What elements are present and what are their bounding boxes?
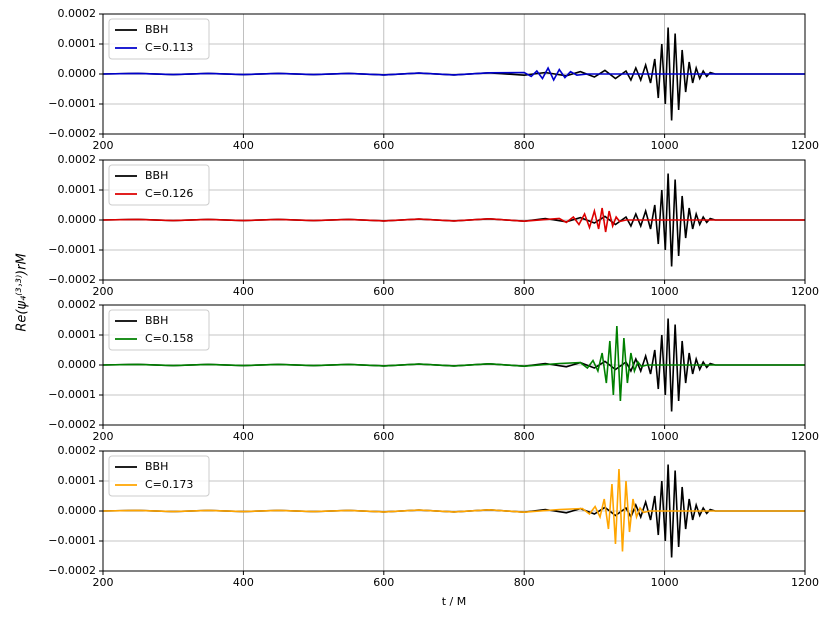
line (102, 66, 805, 82)
x-tick-label: 800 (514, 139, 535, 152)
x-tick-label: 800 (514, 576, 535, 589)
y-tick-label: −0.0002 (48, 127, 96, 140)
x-tick-label: 400 (233, 576, 254, 589)
line (102, 207, 805, 233)
y-tick-label: −0.0002 (48, 564, 96, 577)
y-tick-label: 0.0002 (58, 298, 97, 311)
y-tick-label: −0.0001 (48, 388, 96, 401)
x-tick-label: 1000 (651, 139, 679, 152)
y-tick-label: 0.0002 (58, 7, 97, 20)
legend-box (108, 164, 210, 206)
y-tick-label: 0.0000 (58, 67, 97, 80)
y-tick-label: 0.0001 (58, 37, 97, 50)
y-tick-label: 0.0000 (58, 358, 97, 371)
legend-label: BBH (145, 460, 168, 473)
y-tick-label: −0.0001 (48, 97, 96, 110)
x-tick-label: 400 (233, 430, 254, 443)
legend-label: BBH (145, 169, 168, 182)
axes-frame (102, 450, 806, 572)
x-tick-label: 1000 (651, 285, 679, 298)
y-tick-label: 0.0001 (58, 183, 97, 196)
legend-box (108, 18, 210, 60)
axes-frame (102, 304, 806, 426)
y-tick-label: 0.0002 (58, 444, 97, 457)
x-tick-label: 400 (233, 285, 254, 298)
axes-frame (102, 13, 806, 135)
legend-label: BBH (145, 23, 168, 36)
legend-box (108, 309, 210, 351)
y-tick-label: −0.0001 (48, 534, 96, 547)
y-tick-label: 0.0002 (58, 153, 97, 166)
x-tick-label: 600 (373, 139, 394, 152)
legend-label: C=0.113 (145, 41, 193, 54)
x-tick-label: 1200 (791, 285, 819, 298)
legend-label: C=0.173 (145, 478, 193, 491)
y-tick-label: −0.0002 (48, 273, 96, 286)
x-tick-label: 1000 (651, 576, 679, 589)
y-tick-label: 0.0000 (58, 504, 97, 517)
y-tick-label: 0.0001 (58, 328, 97, 341)
x-tick-label: 1200 (791, 576, 819, 589)
line (102, 325, 805, 402)
x-tick-label: 200 (93, 576, 114, 589)
x-tick-label: 600 (373, 430, 394, 443)
x-tick-label: 1200 (791, 430, 819, 443)
y-tick-label: 0.0000 (58, 213, 97, 226)
x-tick-label: 600 (373, 285, 394, 298)
y-tick-label: −0.0002 (48, 418, 96, 431)
y-axis-label: Re(ψ₄⁽³˒³⁾)rM (15, 253, 30, 331)
x-tick-label: 400 (233, 139, 254, 152)
x-tick-label: 600 (373, 576, 394, 589)
legend-box (108, 455, 210, 497)
x-tick-label: 800 (514, 285, 535, 298)
x-tick-label: 200 (93, 139, 114, 152)
legend-label: C=0.126 (145, 187, 193, 200)
x-tick-label: 200 (93, 285, 114, 298)
y-tick-label: −0.0001 (48, 243, 96, 256)
legend-label: BBH (145, 314, 168, 327)
axes-frame (102, 159, 806, 281)
x-tick-label: 1000 (651, 430, 679, 443)
x-tick-label: 800 (514, 430, 535, 443)
legend-label: C=0.158 (145, 332, 193, 345)
y-tick-label: 0.0001 (58, 474, 97, 487)
line (102, 468, 805, 552)
x-tick-label: 1200 (791, 139, 819, 152)
x-axis-label: t / M (442, 595, 467, 608)
x-tick-label: 200 (93, 430, 114, 443)
